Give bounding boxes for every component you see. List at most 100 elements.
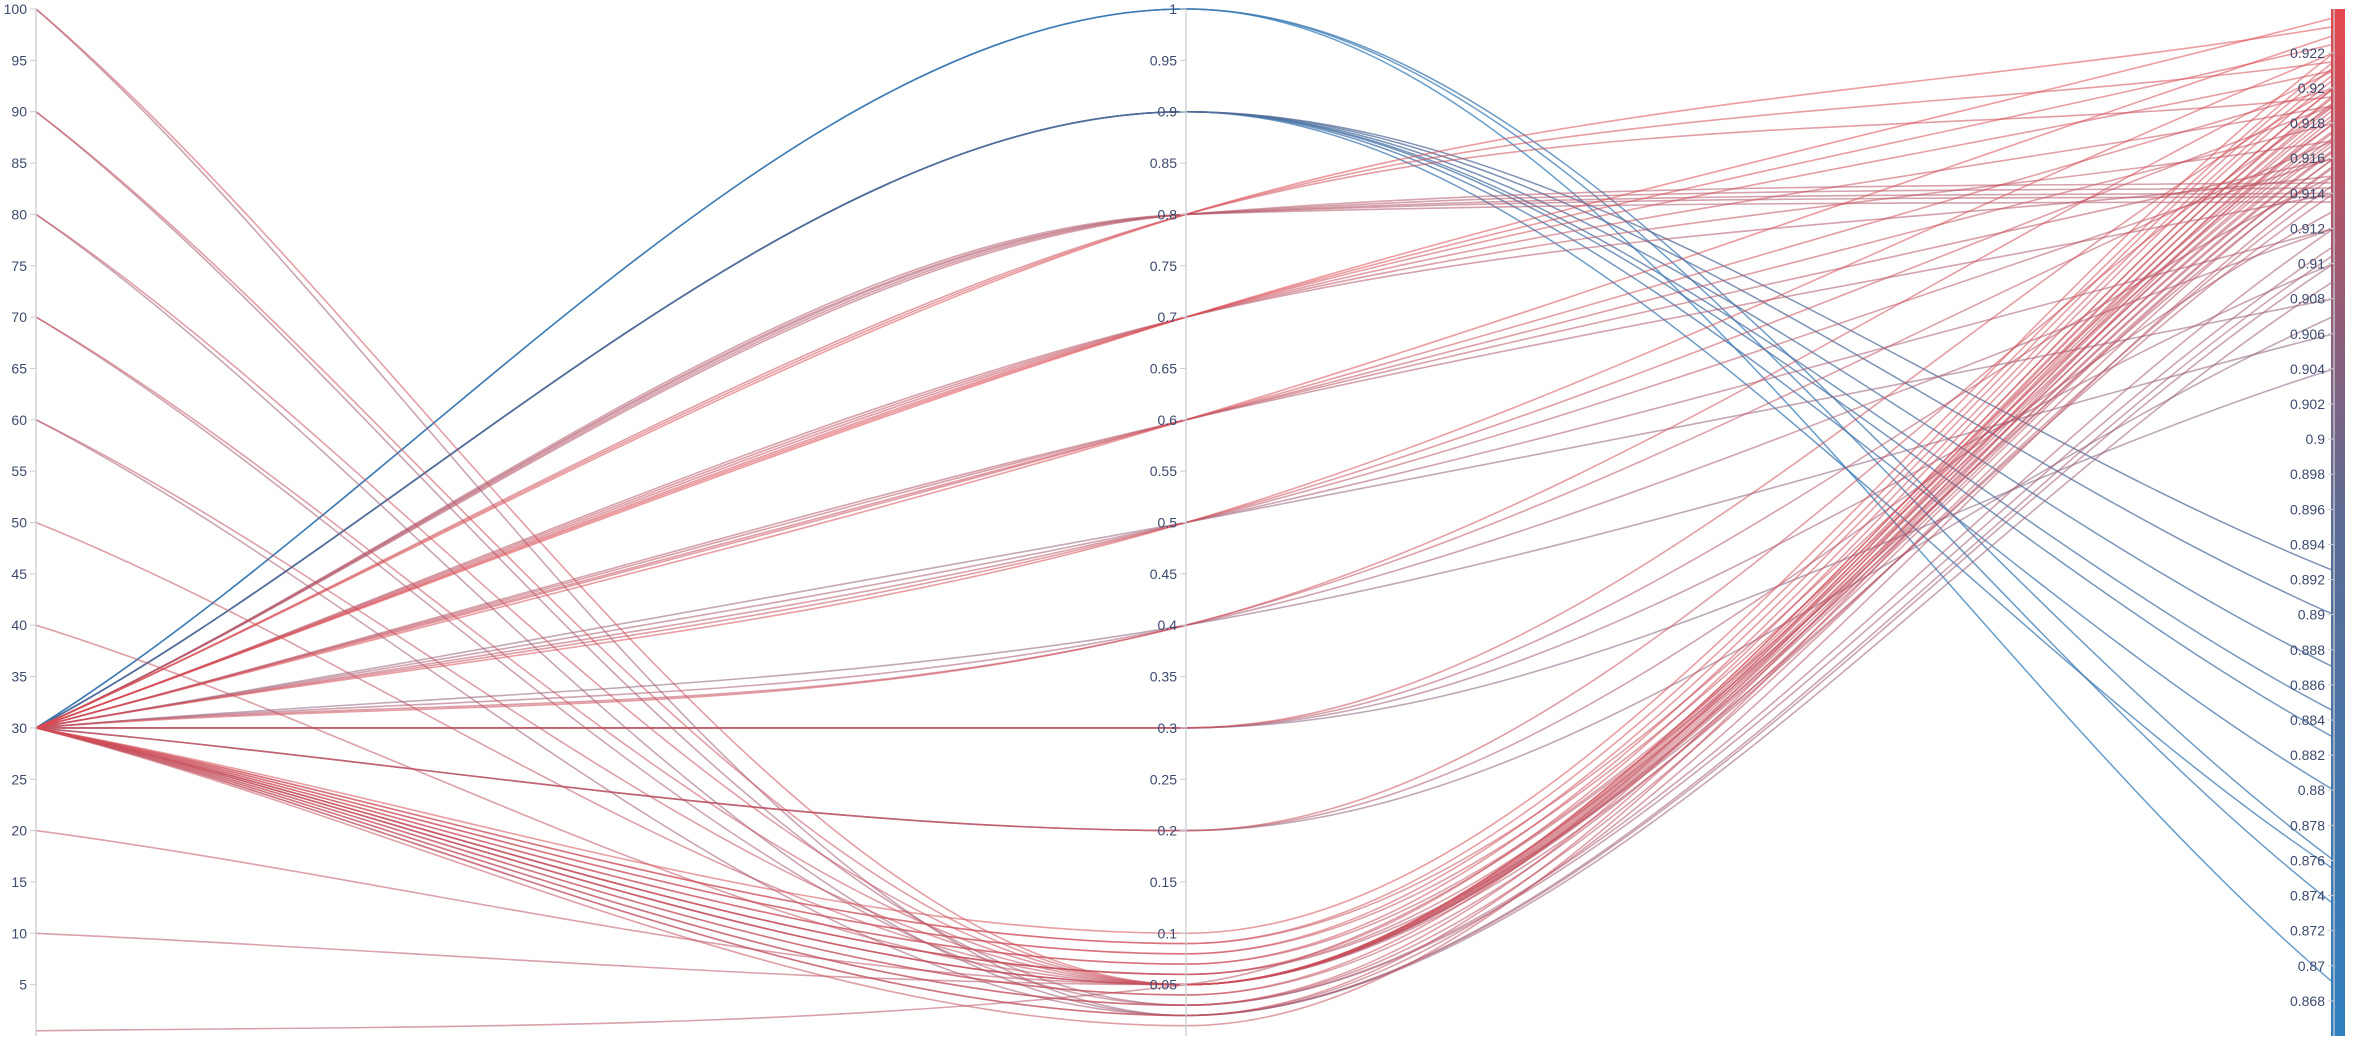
tick-label: 0.876 xyxy=(2290,852,2325,868)
tick-label: 0.906 xyxy=(2290,326,2325,342)
tick-label: 0.91 xyxy=(2298,256,2325,272)
tick-label: 0.85 xyxy=(1150,155,1177,171)
data-polyline xyxy=(35,104,2335,832)
tick-label: 0.7 xyxy=(1158,309,1178,325)
tick-label: 0.3 xyxy=(1158,720,1178,736)
tick-label: 55 xyxy=(11,463,27,479)
tick-label: 0.916 xyxy=(2290,150,2325,166)
tick-label: 85 xyxy=(11,155,27,171)
tick-label: 0.9 xyxy=(1158,104,1178,120)
tick-label: 0.92 xyxy=(2298,80,2325,96)
data-polyline xyxy=(35,61,2335,945)
data-polyline xyxy=(35,213,2335,1017)
tick-label: 0.5 xyxy=(1158,515,1178,531)
axis-1: 5 10 15 20 25 30 35 40 45 50 55 60 65 70 75 80 85 90 95 100 xyxy=(4,1,37,1036)
tick-label: 0.2 xyxy=(1158,823,1178,839)
axis-3: 0.868 0.87 0.872 0.874 0.876 0.878 0.88 0.882 0.… xyxy=(2290,9,2335,1036)
tick-label: 50 xyxy=(11,515,27,531)
tick-label: 0.1 xyxy=(1158,925,1178,941)
data-polyline xyxy=(35,94,2335,996)
tick-label: 0.896 xyxy=(2290,501,2325,517)
data-polyline xyxy=(35,73,2335,965)
data-polyline xyxy=(35,8,2335,984)
data-polyline xyxy=(35,110,2335,791)
tick-label: 0.912 xyxy=(2290,220,2325,236)
data-polyline xyxy=(35,101,2335,1006)
data-polyline xyxy=(35,78,2335,976)
data-polyline xyxy=(36,262,2335,729)
data-polyline xyxy=(35,192,2335,729)
tick-label: 0.15 xyxy=(1150,874,1177,890)
tick-label: 0.8 xyxy=(1158,206,1178,222)
data-polyline xyxy=(35,157,2335,729)
tick-label: 0.878 xyxy=(2290,817,2325,833)
tick-label: 75 xyxy=(11,258,27,274)
tick-label: 100 xyxy=(4,1,28,17)
data-polyline xyxy=(35,52,2335,935)
data-polyline xyxy=(35,87,2335,729)
data-polyline xyxy=(35,164,2335,1006)
tick-label: 0.886 xyxy=(2290,677,2325,693)
data-polyline xyxy=(35,157,2335,729)
tick-label: 45 xyxy=(11,566,27,582)
data-polyline xyxy=(35,8,2335,905)
data-polyline xyxy=(35,108,2335,1017)
data-polyline xyxy=(35,117,2335,1027)
tick-label: 0.35 xyxy=(1150,669,1177,685)
tick-label: 0.892 xyxy=(2290,572,2325,588)
data-polyline xyxy=(35,8,2335,986)
tick-label: 0.88 xyxy=(2298,782,2325,798)
data-polyline xyxy=(35,183,2335,986)
data-polyline xyxy=(35,157,2335,986)
data-polyline xyxy=(36,87,2335,729)
tick-label: 0.4 xyxy=(1158,617,1178,633)
tick-label: 0.65 xyxy=(1150,360,1177,376)
tick-label: 80 xyxy=(11,206,27,222)
tick-label: 0.45 xyxy=(1150,566,1177,582)
tick-label: 10 xyxy=(11,925,27,941)
tick-label: 0.902 xyxy=(2290,396,2325,412)
data-polyline xyxy=(35,157,2335,996)
tick-label: 0.87 xyxy=(2298,958,2325,974)
tick-label: 5 xyxy=(19,977,27,993)
tick-label: 90 xyxy=(11,104,27,120)
data-polyline xyxy=(35,122,2335,986)
tick-label: 0.9 xyxy=(2306,431,2326,447)
data-polyline xyxy=(35,96,2335,986)
tick-label: 0.884 xyxy=(2290,712,2325,728)
tick-label: 0.914 xyxy=(2290,185,2325,201)
axis-2: 0.05 0.1 0.15 0.2 0.25 0.3 0.35 0.4 0.45 0.5 0.55 0… xyxy=(1150,1,1187,1036)
tick-label: 65 xyxy=(11,360,27,376)
tick-label: 0.922 xyxy=(2290,45,2325,61)
tick-label: 25 xyxy=(11,771,27,787)
data-polyline xyxy=(35,139,2335,729)
tick-label: 0.872 xyxy=(2290,923,2325,939)
tick-label: 1 xyxy=(1169,1,1177,17)
tick-label: 0.95 xyxy=(1150,52,1177,68)
tick-label: 0.25 xyxy=(1150,771,1177,787)
tick-label: 15 xyxy=(11,874,27,890)
data-polyline xyxy=(35,150,2335,986)
tick-label: 0.89 xyxy=(2298,607,2325,623)
data-polyline xyxy=(35,192,2335,976)
data-polyline xyxy=(35,182,2335,729)
tick-label: 0.894 xyxy=(2290,536,2325,552)
tick-label: 95 xyxy=(11,52,27,68)
data-polyline xyxy=(35,139,2335,729)
data-polyline xyxy=(35,113,2335,986)
tick-label: 0.888 xyxy=(2290,642,2325,658)
tick-label: 30 xyxy=(11,720,27,736)
tick-label: 40 xyxy=(11,617,27,633)
data-polyline xyxy=(35,210,2335,832)
tick-label: 0.882 xyxy=(2290,747,2325,763)
tick-label: 20 xyxy=(11,823,27,839)
tick-label: 70 xyxy=(11,309,27,325)
data-polyline xyxy=(35,166,2335,1032)
tick-label: 0.868 xyxy=(2290,993,2325,1009)
tick-label: 0.904 xyxy=(2290,361,2325,377)
tick-label: 0.874 xyxy=(2290,888,2325,904)
tick-label: 0.908 xyxy=(2290,291,2325,307)
data-polyline xyxy=(35,192,2335,729)
data-polyline xyxy=(35,60,2335,729)
